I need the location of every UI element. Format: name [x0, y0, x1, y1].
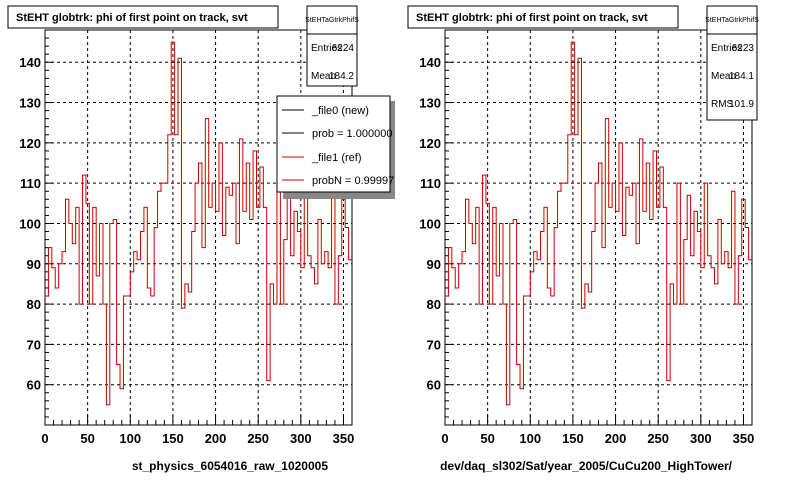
- right-y-tick-label-5: 110: [420, 176, 441, 191]
- left-x-axis-label: st_physics_6054016_raw_1020005: [132, 459, 328, 473]
- right-title-box: StEHT globtrk: phi of first point on tra…: [407, 5, 679, 29]
- right-x-tick-label-0: 0: [441, 431, 448, 446]
- left-stats-mean-value: 184.2: [329, 71, 354, 82]
- right-y-tick-label-0: 60: [427, 378, 441, 393]
- right-y-tick-label-1: 70: [427, 337, 441, 352]
- left-panel: 60 70 80 90 100 110 120 130 140 0 50 100 150 200 250 3…: [7, 5, 395, 473]
- left-y-tick-label-5: 110: [20, 176, 41, 191]
- right-x-tick-label-3: 150: [562, 431, 584, 446]
- right-stats-rms-value: 101.9: [729, 99, 754, 110]
- legend-label-new: _file0 (new): [311, 105, 369, 117]
- right-plot-frame: [444, 29, 753, 426]
- left-x-tick-label-1: 50: [80, 431, 94, 446]
- left-y-tick-label-2: 80: [27, 297, 41, 312]
- right-stats-box: StEHTaGtrkPhifS Entries 6223 Mean 184.1 …: [705, 5, 759, 121]
- right-y-tick-label-2: 80: [427, 297, 441, 312]
- left-x-ticks: 0 50 100 150 200 250 300 350: [41, 415, 354, 446]
- right-x-tick-label-2: 100: [519, 431, 541, 446]
- left-stats-entries-value: 6224: [332, 43, 355, 54]
- left-x-tick-label-2: 100: [119, 431, 141, 446]
- left-x-tick-label-5: 250: [247, 431, 269, 446]
- right-x-tick-label-5: 250: [647, 431, 669, 446]
- left-stats-mean-label: Mean: [311, 71, 336, 82]
- right-panel: 60 70 80 90 100 110 120 130 140 0 50 100 150 200 250 3…: [407, 5, 759, 473]
- left-stats-entries-label: Entries: [311, 43, 342, 54]
- right-x-tick-label-1: 50: [480, 431, 494, 446]
- legend-label-prob: prob = 1.000000: [312, 128, 392, 140]
- left-plot-frame: [44, 29, 353, 426]
- right-stats-rms-label: RMS: [711, 99, 734, 110]
- left-x-tick-label-3: 150: [162, 431, 184, 446]
- left-histogram-line: [45, 41, 352, 406]
- right-stats-entries-value: 6223: [732, 43, 755, 54]
- left-title: StEHT globtrk: phi of first point on tra…: [16, 12, 248, 24]
- right-histogram-line: [445, 41, 752, 406]
- left-x-tick-label-6: 300: [290, 431, 312, 446]
- right-x-tick-label-4: 200: [605, 431, 627, 446]
- right-y-ticks: 60 70 80 90 100 110 120 130 140: [419, 29, 453, 418]
- left-y-ticks: 60 70 80 90 100 110 120 130 140: [19, 29, 53, 418]
- left-stats-box: StEHTaGtrkPhifS Entries 6224 Mean 184.2: [305, 5, 359, 87]
- legend-label-probn: probN = 0.99997: [312, 175, 394, 187]
- right-y-tick-label-8: 140: [419, 55, 441, 70]
- left-y-tick-label-1: 70: [27, 337, 41, 352]
- left-x-tick-label-7: 350: [333, 431, 355, 446]
- left-y-tick-label-4: 100: [19, 216, 41, 231]
- right-y-tick-label-3: 90: [427, 257, 441, 272]
- right-stats-title: StEHTaGtrkPhifS: [705, 17, 759, 24]
- left-y-tick-label-3: 90: [27, 257, 41, 272]
- right-y-tick-label-7: 130: [419, 96, 441, 111]
- right-x-tick-label-6: 300: [690, 431, 712, 446]
- right-stats-mean-label: Mean: [711, 71, 736, 82]
- right-y-tick-label-4: 100: [419, 216, 441, 231]
- left-stats-title: StEHTaGtrkPhifS: [305, 17, 359, 24]
- left-y-tick-label-0: 60: [27, 378, 41, 393]
- legend-label-ref: _file1 (ref): [311, 152, 362, 164]
- right-stats-entries-label: Entries: [711, 43, 742, 54]
- right-x-tick-label-7: 350: [733, 431, 755, 446]
- right-title: StEHT globtrk: phi of first point on tra…: [416, 12, 648, 24]
- left-y-tick-label-6: 120: [19, 136, 41, 151]
- left-title-box: StEHT globtrk: phi of first point on tra…: [7, 5, 279, 29]
- left-x-tick-label-4: 200: [205, 431, 227, 446]
- right-x-ticks: 0 50 100 150 200 250 300 350: [441, 415, 754, 446]
- left-x-tick-label-0: 0: [41, 431, 48, 446]
- left-y-tick-label-8: 140: [19, 55, 41, 70]
- right-stats-mean-value: 184.1: [729, 71, 754, 82]
- left-y-tick-label-7: 130: [19, 96, 41, 111]
- legend-box: _file0 (new) prob = 1.000000 _file1 (ref…: [276, 95, 395, 199]
- right-y-tick-label-6: 120: [419, 136, 441, 151]
- right-x-axis-label: dev/daq_sl302/Sat/year_2005/CuCu200_High…: [440, 459, 733, 473]
